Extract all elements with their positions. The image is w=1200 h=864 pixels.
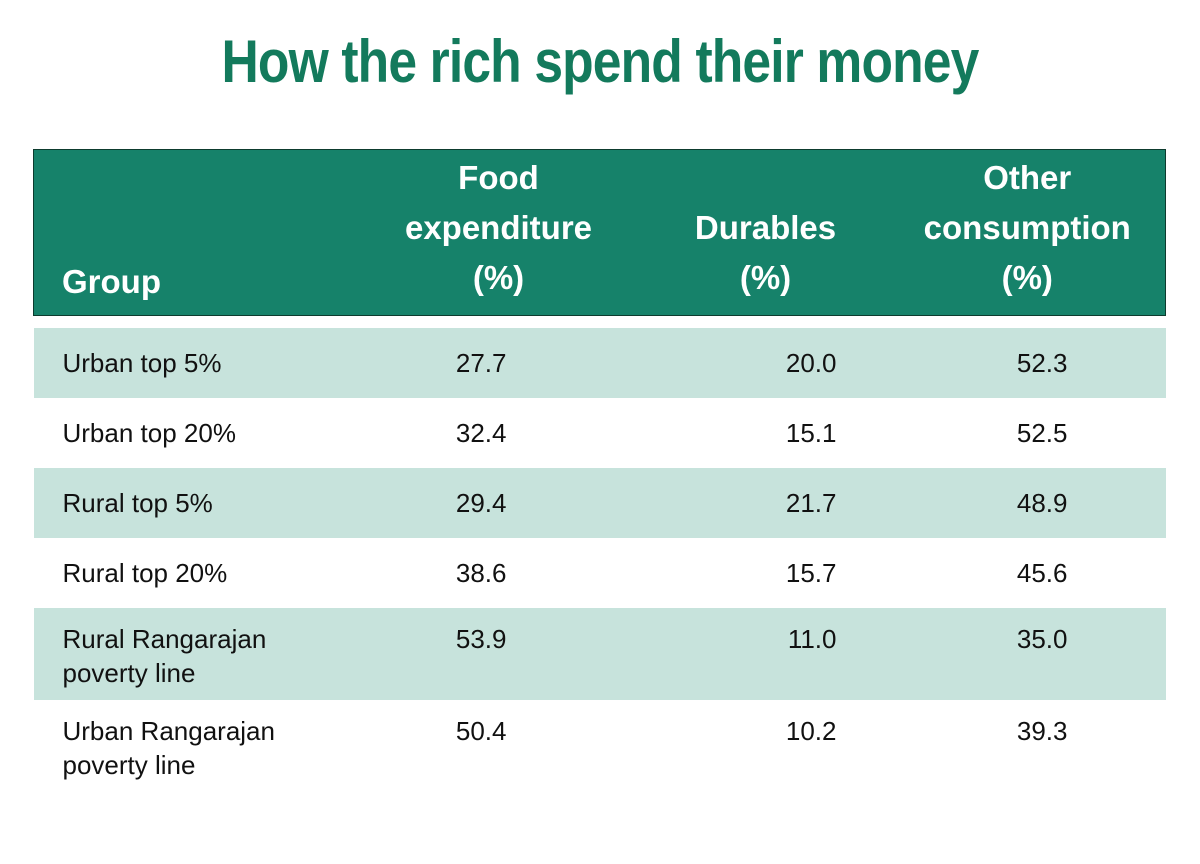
other-consumption-cell: 35.0 bbox=[1016, 624, 1068, 654]
food-expenditure-cell: 29.4 bbox=[455, 488, 507, 518]
spending-table: Group Food expenditure (%) Durables (%) Other c… bbox=[33, 149, 1166, 792]
table-row: Urban top 20% 32.4 15.1 52.5 bbox=[33, 398, 1166, 468]
table-body: Urban top 5% 27.7 20.0 52.3 Urban top 20% 32.… bbox=[33, 315, 1166, 792]
durables-cell: 21.7 bbox=[785, 488, 837, 518]
group-column-header: Group bbox=[33, 149, 356, 316]
food-expenditure-cell: 27.7 bbox=[455, 348, 507, 378]
other-consumption-cell: 45.6 bbox=[1016, 558, 1068, 588]
durables-cell: 15.7 bbox=[785, 558, 837, 588]
group-cell: Rural top 20% bbox=[34, 538, 356, 608]
other-consumption-cell: 52.3 bbox=[1016, 348, 1068, 378]
table-row: Rural top 20% 38.6 15.7 45.6 bbox=[33, 538, 1166, 608]
durables-cell: 10.2 bbox=[785, 716, 837, 746]
group-label-line: Rural top 20% bbox=[62, 558, 228, 588]
column-header-line: (%) bbox=[1001, 259, 1053, 296]
header-spacer-cell bbox=[33, 315, 1166, 328]
other-consumption-cell: 48.9 bbox=[1016, 488, 1068, 518]
durables-cell: 15.1 bbox=[785, 418, 837, 448]
group-label-line: Urban top 20% bbox=[62, 418, 236, 448]
table-row: Rural Rangarajan poverty line 53.9 11.0 35.0 bbox=[33, 608, 1166, 700]
header-spacer bbox=[33, 315, 1166, 328]
durables-cell: 20.0 bbox=[785, 348, 837, 378]
group-cell: Urban Rangarajan poverty line bbox=[34, 700, 356, 792]
group-label-line: Urban top 5% bbox=[62, 348, 222, 378]
durables-cell: 11.0 bbox=[787, 624, 837, 654]
other-consumption-column-header: Other consumption (%) bbox=[889, 149, 1166, 316]
food-expenditure-cell: 53.9 bbox=[455, 624, 507, 654]
column-header-line: Food bbox=[458, 159, 539, 196]
durables-column-header: Durables (%) bbox=[641, 149, 890, 316]
group-cell: Rural top 5% bbox=[34, 468, 356, 538]
column-header-line: (%) bbox=[739, 259, 792, 296]
group-label-line: poverty line bbox=[62, 658, 196, 688]
group-label-line: Rural top 5% bbox=[62, 488, 213, 518]
table-row: Rural top 5% 29.4 21.7 48.9 bbox=[33, 468, 1166, 538]
group-cell: Rural Rangarajan poverty line bbox=[34, 608, 356, 700]
column-header-line: Durables bbox=[694, 209, 837, 246]
group-label-line: Urban Rangarajan bbox=[62, 716, 275, 746]
group-cell: Urban top 20% bbox=[34, 398, 356, 468]
header-row: Group Food expenditure (%) Durables (%) Other c… bbox=[33, 149, 1166, 316]
food-expenditure-cell: 32.4 bbox=[455, 418, 507, 448]
spending-table-container: Group Food expenditure (%) Durables (%) Other c… bbox=[33, 149, 1166, 792]
chart-title: How the rich spend their money bbox=[221, 28, 980, 95]
food-expenditure-column-header: Food expenditure (%) bbox=[355, 149, 642, 316]
group-label-line: Rural Rangarajan bbox=[62, 624, 267, 654]
other-consumption-cell: 39.3 bbox=[1016, 716, 1068, 746]
table-header: Group Food expenditure (%) Durables (%) Other c… bbox=[33, 149, 1166, 316]
table-row: Urban Rangarajan poverty line 50.4 10.2 39.3 bbox=[33, 700, 1166, 792]
column-header-line: (%) bbox=[472, 259, 525, 296]
column-header-line: Other bbox=[983, 159, 1072, 196]
column-header-line: Group bbox=[62, 263, 161, 300]
column-header-line: expenditure bbox=[404, 209, 593, 246]
column-header-line: consumption bbox=[923, 209, 1131, 246]
food-expenditure-cell: 38.6 bbox=[455, 558, 507, 588]
group-cell: Urban top 5% bbox=[34, 328, 356, 398]
table-row: Urban top 5% 27.7 20.0 52.3 bbox=[33, 328, 1166, 398]
food-expenditure-cell: 50.4 bbox=[455, 716, 507, 746]
group-label-line: poverty line bbox=[62, 750, 196, 780]
other-consumption-cell: 52.5 bbox=[1016, 418, 1068, 448]
